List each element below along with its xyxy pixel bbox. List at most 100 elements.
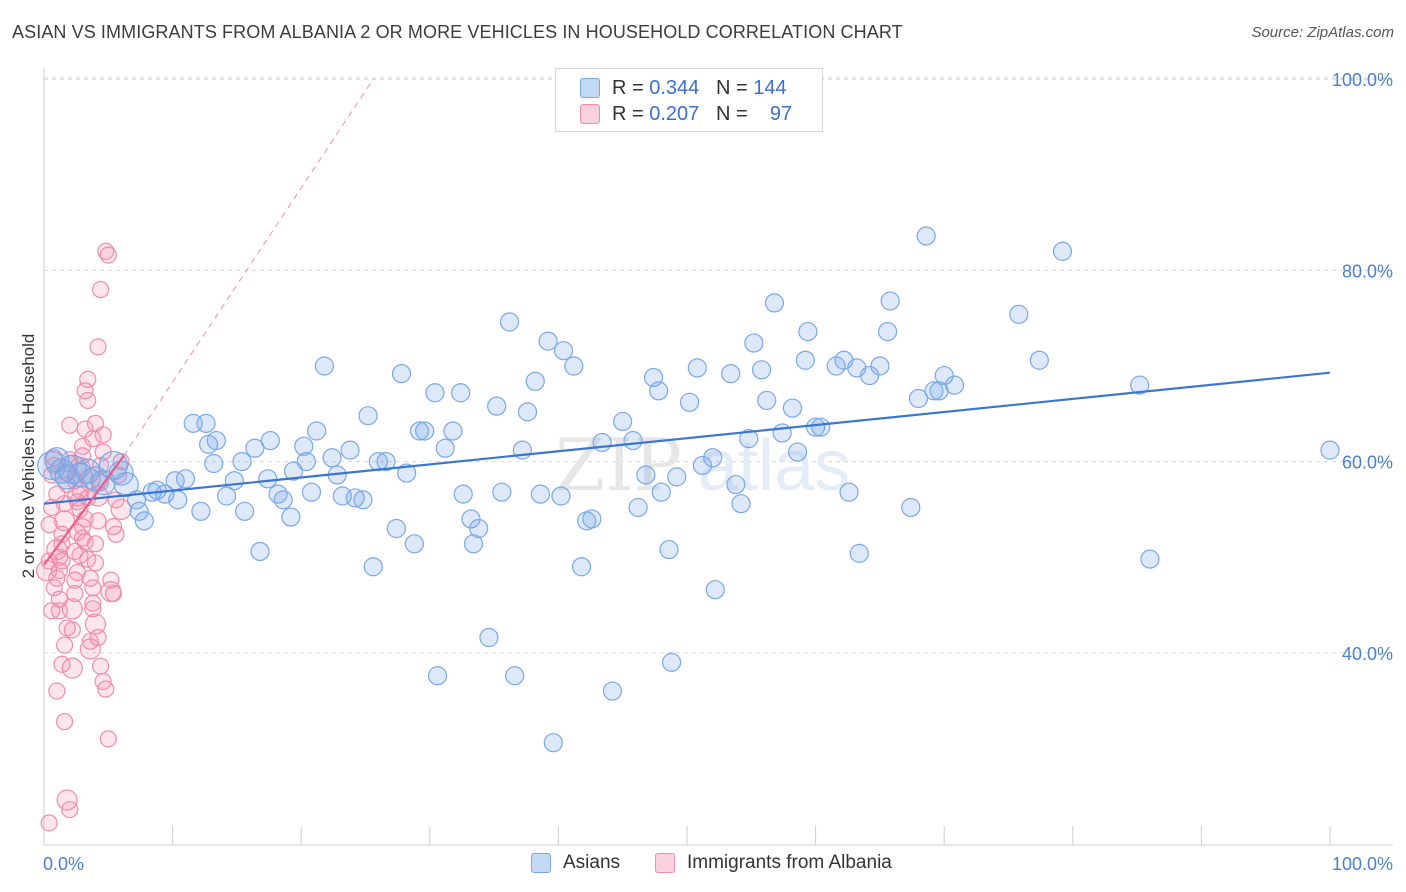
watermark-zip: ZIP — [555, 423, 682, 507]
asian-point — [878, 321, 898, 342]
albania-legend-label: Immigrants from Albania — [687, 852, 892, 873]
legend-n-value: 144 — [753, 76, 787, 99]
asian-point — [250, 541, 270, 562]
asian-point — [525, 371, 545, 391]
albania-point — [55, 636, 74, 654]
asian-point — [530, 484, 550, 504]
albania-point — [53, 525, 71, 543]
watermark-atlas: atlas — [698, 426, 850, 506]
asian-point — [453, 484, 473, 504]
legend-item-albania[interactable]: Immigrants from Albania — [655, 852, 892, 874]
asian-point — [191, 501, 211, 521]
asian-point — [795, 350, 815, 370]
albania-point — [40, 814, 58, 832]
albania-point — [61, 416, 79, 434]
asian-point — [908, 388, 929, 409]
y-axis-title: 2 or more Vehicles in Household — [19, 334, 38, 579]
albania-point — [48, 682, 66, 700]
albania-trend-extension — [123, 78, 374, 457]
asian-point — [705, 580, 725, 600]
asian-point — [479, 627, 499, 648]
albania-point — [48, 569, 66, 587]
chart-title: ASIAN VS IMMIGRANTS FROM ALBANIA 2 OR MO… — [12, 22, 903, 42]
legend-row-albania: R = 0.207 N = 97 — [580, 102, 792, 126]
legend-n-label: N = — [715, 76, 748, 99]
albania-point — [79, 550, 97, 568]
asian-point — [564, 356, 584, 376]
stats-legend: R = 0.344 N = 144 R = 0.207 N = 97 — [555, 68, 823, 132]
asian-point — [916, 226, 936, 246]
asian-point — [543, 733, 563, 753]
albania-point — [84, 430, 102, 448]
asian-point — [1130, 375, 1150, 395]
asian-point — [391, 364, 412, 384]
asians-legend-label: Asians — [563, 852, 621, 873]
asian-point — [340, 440, 360, 460]
legend-r-label: R = — [612, 76, 644, 99]
asian-point — [839, 482, 859, 502]
asian-point — [649, 381, 669, 401]
asian-point — [168, 490, 188, 510]
asian-point — [667, 467, 687, 487]
asian-point — [651, 482, 671, 502]
albania-point — [53, 655, 71, 673]
asian-point — [67, 462, 93, 488]
albania-point — [99, 730, 117, 748]
asian-point — [204, 453, 224, 474]
y-tick-label: 60.0% — [1342, 453, 1393, 473]
albania-point — [61, 598, 83, 620]
asian-point — [232, 452, 252, 472]
asian-point — [376, 452, 396, 472]
axes — [43, 68, 1393, 846]
albania-point — [89, 628, 107, 647]
asian-point — [805, 417, 826, 437]
asian-point — [245, 438, 265, 458]
legend-n-label: N = — [715, 102, 748, 125]
asian-point — [870, 356, 890, 376]
albania-point — [61, 657, 83, 679]
asian-point — [551, 486, 571, 506]
asian-point — [517, 402, 538, 422]
asian-point — [258, 469, 278, 489]
albania-point — [53, 510, 76, 532]
trend-lines — [43, 78, 1331, 566]
asian-point — [687, 358, 707, 378]
albania-point — [86, 414, 105, 432]
grid-lines — [44, 77, 1393, 654]
asian-point — [787, 442, 808, 462]
asian-point — [235, 501, 255, 521]
asian-point — [98, 450, 129, 481]
albania-point — [104, 584, 123, 603]
asian-point — [363, 557, 383, 577]
asian-points — [37, 226, 1340, 753]
legend-item-asians[interactable]: Asians — [531, 852, 620, 874]
asian-point — [798, 321, 818, 342]
albania-point — [102, 571, 120, 589]
asian-point — [415, 421, 435, 441]
albania-point — [68, 563, 87, 582]
albania-point — [66, 584, 84, 603]
asian-point — [397, 463, 417, 483]
asian-point — [314, 356, 334, 376]
asian-point — [623, 430, 643, 451]
asian-point — [924, 381, 944, 401]
asian-point — [628, 497, 648, 518]
asian-point — [613, 411, 633, 432]
asian-point — [283, 461, 304, 481]
albania-legend-swatch — [655, 853, 675, 873]
asian-point — [744, 333, 764, 353]
asian-point — [129, 501, 149, 521]
albania-point — [79, 370, 97, 388]
asian-point — [260, 430, 280, 451]
asian-point — [553, 341, 574, 361]
asians-legend-swatch — [531, 853, 551, 873]
asian-point — [224, 471, 244, 491]
albania-point — [45, 579, 63, 597]
albania-point — [61, 800, 79, 819]
albania-point — [91, 280, 110, 299]
legend-r-value: 0.207 — [649, 102, 700, 125]
asian-point — [739, 429, 759, 449]
albania-point — [84, 594, 102, 612]
asian-point — [175, 469, 196, 489]
